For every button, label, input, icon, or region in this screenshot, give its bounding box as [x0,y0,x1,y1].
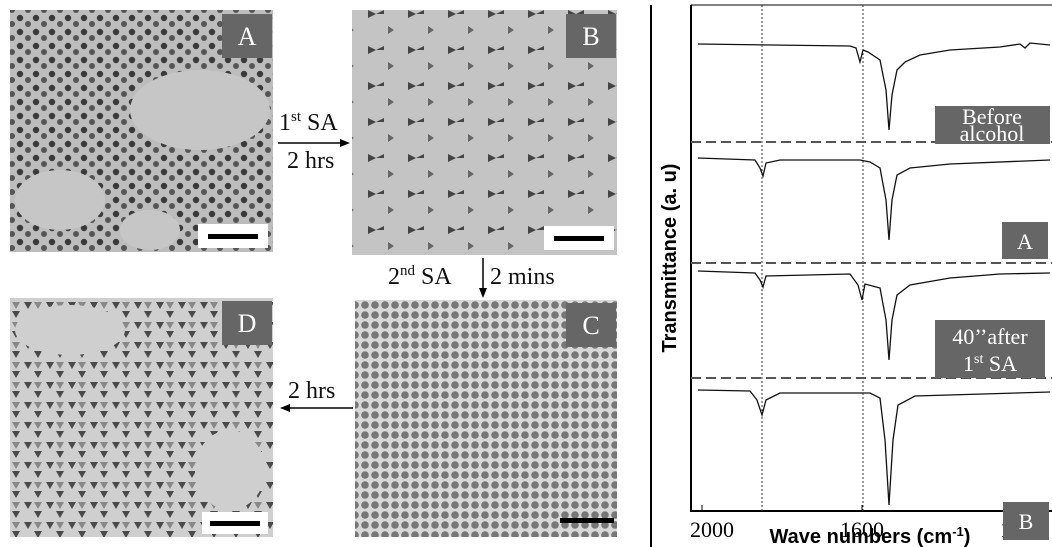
arrow-text: 2nd SA [388,263,452,290]
arrow-3: 2 hrs [280,378,353,412]
arrow-text: 2 hrs [287,148,334,174]
panel-d: D [10,298,273,537]
trace-label: Before [962,104,1022,129]
panel-label: C [582,311,599,340]
trace-label: 40’’after [952,324,1028,349]
panel-b: B [352,10,617,255]
arrow-2: 2nd SA 2 mins [388,258,555,298]
panel-c: C [355,300,617,537]
trace-label: 1st SA [963,351,1017,376]
trace-label: alcohol [960,121,1025,146]
y-axis-label: Transmittance (a. u) [659,164,681,353]
panel-a: A [10,10,273,252]
arrow-text: 1st SA [279,109,338,136]
panel-label: A [238,22,257,51]
panel-label: B [582,22,599,51]
arrow-text: 2 mins [490,264,555,290]
x-tick-label: 1600 [840,517,884,542]
trace-label: A [1017,229,1033,254]
spectrum: 2000 1600 1200 Wave numbers (cm-1) Trans… [659,4,1052,547]
x-tick-label: 2000 [690,517,734,542]
arrow-1: 1st SA 2 hrs [278,109,350,174]
x-axis-label: Wave numbers (cm-1) [770,524,971,547]
panel-label: D [238,309,257,338]
arrow-text: 2 hrs [288,378,335,404]
trace-label: B [1019,509,1034,534]
